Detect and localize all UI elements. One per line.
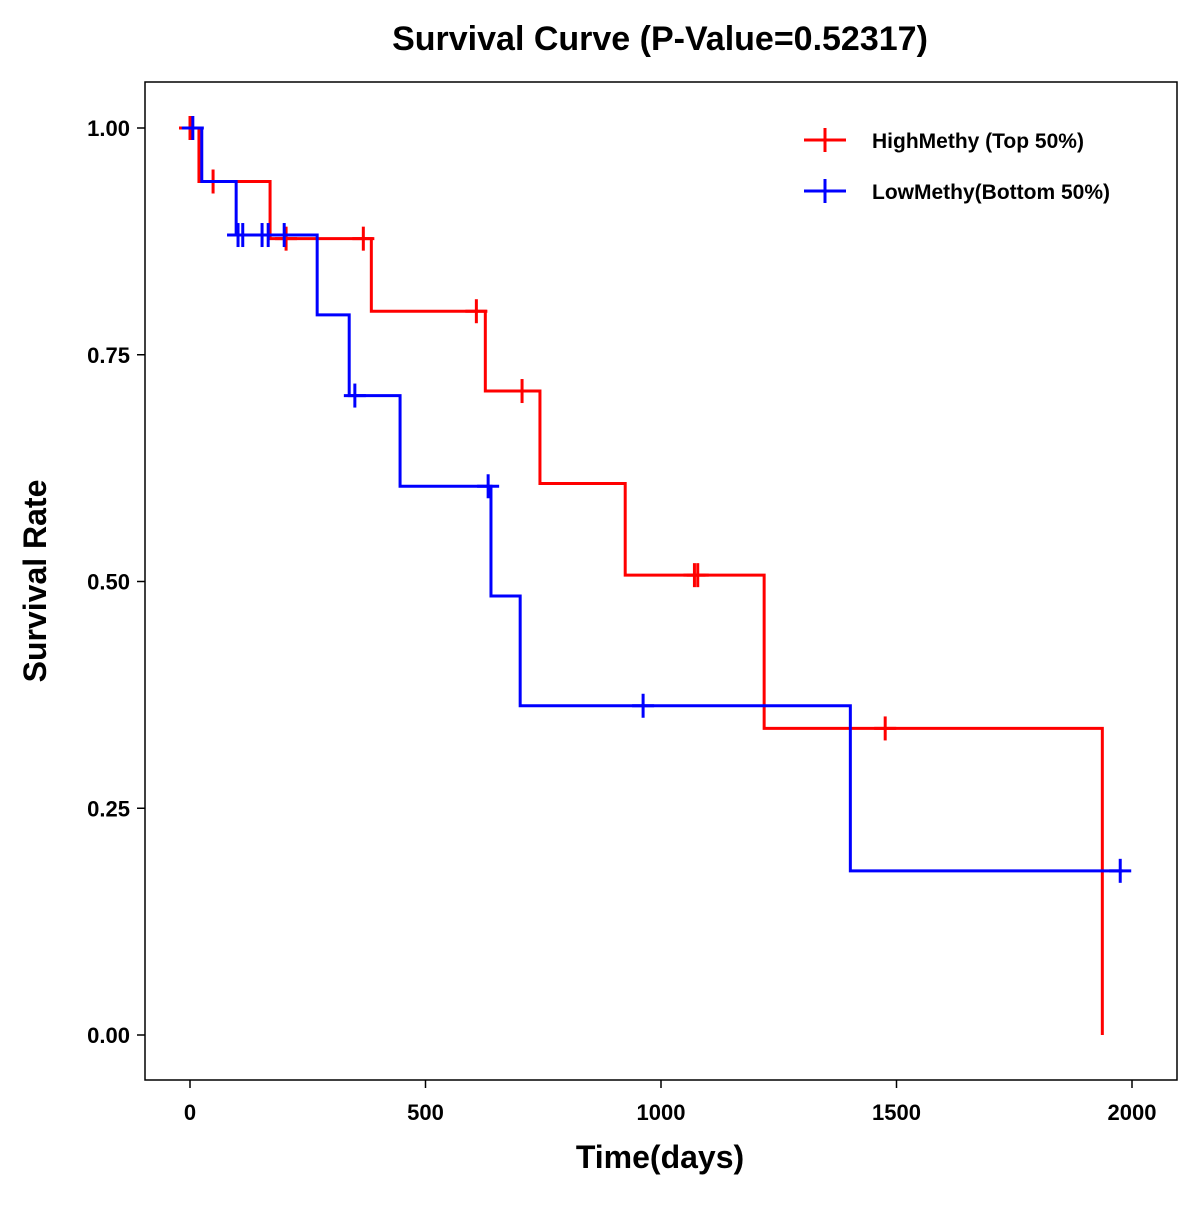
censor-mark [874,716,897,741]
x-tick-label: 2000 [1108,1100,1157,1125]
x-axis: 0 500 1000 1500 2000 [184,1080,1157,1125]
y-tick-label: 0.25 [87,796,130,821]
x-tick-label: 1000 [637,1100,686,1125]
x-tick-label: 1500 [872,1100,921,1125]
censor-mark [275,226,298,251]
y-tick-label: 1.00 [87,116,130,141]
x-tick-label: 500 [407,1100,444,1125]
survival-curve-1 [190,126,1123,873]
censor-mark [231,223,254,248]
censor-mark [632,693,655,718]
survival-curve-0 [190,126,1104,1035]
y-axis: 0.00 0.25 0.50 0.75 1.00 [87,116,145,1048]
censor-mark [181,116,204,140]
x-axis-label: Time(days) [576,1139,744,1175]
censor-mark [352,226,375,251]
censor-mark [686,563,709,588]
x-tick-label: 0 [184,1100,196,1125]
curves [179,116,1132,1035]
y-tick-label: 0.75 [87,343,130,368]
y-tick-label: 0.50 [87,570,130,595]
legend-label: HighMethy (Top 50%) [872,130,1084,153]
chart-title: Survival Curve (P-Value=0.52317) [392,20,928,58]
legend-label: LowMethy(Bottom 50%) [872,181,1110,204]
censor-mark [511,379,534,404]
censor-mark [465,299,488,324]
legend-item-0: HighMethy (Top 50%) [804,128,1084,153]
censor-mark [1109,858,1132,883]
y-axis-label: Survival Rate [17,480,53,683]
censor-mark [273,223,296,248]
censor-mark [477,474,500,499]
legend: HighMethy (Top 50%) LowMethy(Bottom 50%) [804,128,1110,204]
plot-area [144,81,1178,1081]
censor-mark [343,383,366,408]
legend-item-1: LowMethy(Bottom 50%) [804,179,1110,204]
y-tick-label: 0.00 [87,1023,130,1048]
